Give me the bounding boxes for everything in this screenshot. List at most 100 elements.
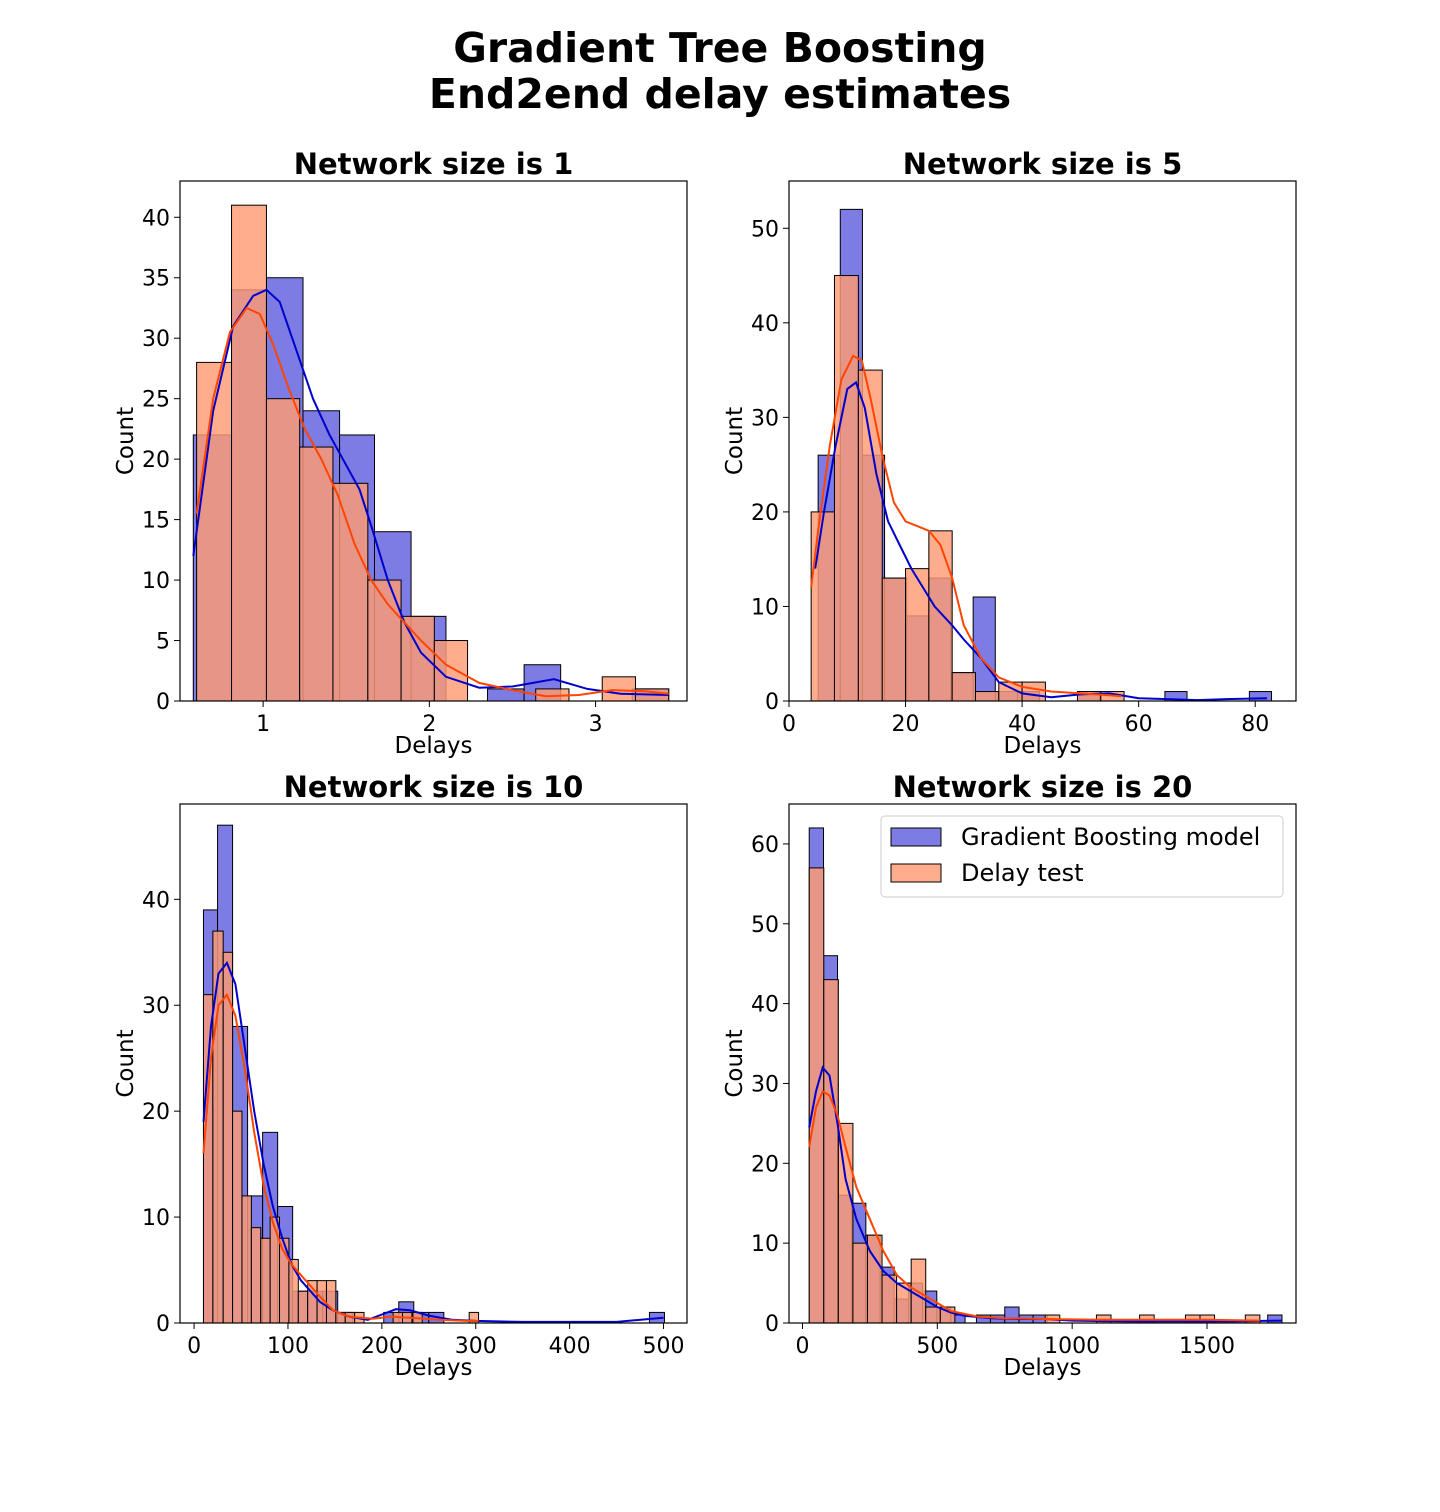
y-tick-label-5: 50 [751, 217, 779, 242]
axes-frame [788, 180, 1297, 702]
bar-test-6 [260, 1237, 271, 1324]
y-tick-label-0: 0 [156, 690, 170, 715]
y-tick-label-7: 35 [142, 267, 170, 292]
bar-test-4 [905, 568, 930, 702]
bar-test-5 [928, 530, 953, 702]
y-tick-label-1: 10 [142, 1206, 170, 1231]
x-axis-label: Delays [1004, 1355, 1082, 1381]
y-tick-label-1: 5 [156, 630, 170, 655]
x-tick-label-5: 500 [643, 1334, 685, 1359]
bar-test-3 [232, 1110, 243, 1324]
legend-box [880, 815, 1284, 898]
bar-test-13 [325, 1280, 337, 1324]
y-tick-label-4: 40 [751, 312, 779, 337]
x-tick-label-1: 20 [892, 712, 920, 737]
y-tick-label-6: 30 [142, 327, 170, 352]
y-tick-label-2: 20 [751, 501, 779, 526]
x-tick-label-3: 60 [1125, 712, 1153, 737]
x-tick-label-2: 1000 [1044, 1334, 1100, 1359]
bar-test-0 [202, 994, 214, 1324]
y-tick-label-2: 20 [751, 1152, 779, 1177]
y-tick-label-4: 40 [142, 888, 170, 913]
x-tick-label-1: 100 [267, 1334, 309, 1359]
bar-test-1 [833, 275, 859, 702]
y-tick-label-3: 30 [751, 406, 779, 431]
subplot-title: Network size is 5 [903, 147, 1183, 181]
bar-test-6 [896, 1282, 912, 1324]
figure-title-line-1: Gradient Tree Boosting [453, 24, 987, 72]
x-axis-label: Delays [395, 1355, 473, 1381]
bar-test-4 [332, 482, 369, 702]
x-tick-label-1: 2 [422, 712, 436, 737]
y-tick-label-8: 40 [142, 206, 170, 231]
axes-frame [179, 180, 688, 702]
y-tick-label-0: 0 [765, 1312, 779, 1337]
y-axis-label: Count [113, 407, 139, 475]
bar-test-3 [852, 1242, 868, 1324]
bar-test-9 [1021, 681, 1046, 702]
bar-test-1 [231, 204, 267, 702]
bar-test-6 [951, 672, 976, 702]
x-tick-label-0: 0 [782, 712, 796, 737]
bar-test-3 [881, 577, 907, 702]
bar-test-0 [810, 511, 835, 702]
bar-test-3 [299, 446, 334, 702]
bar-test-4 [241, 1195, 252, 1324]
y-tick-label-4: 20 [142, 448, 170, 473]
x-tick-label-2: 40 [1008, 712, 1036, 737]
bar-test-0 [196, 361, 233, 702]
kde-line-test [202, 992, 479, 1322]
legend-label-model: Gradient Boosting model [961, 823, 1260, 851]
y-axis-label: Count [113, 1029, 139, 1097]
x-tick-label-3: 1500 [1179, 1334, 1235, 1359]
bar-test-2 [857, 369, 883, 702]
x-tick-label-0: 0 [187, 1334, 201, 1359]
bar-test-2 [265, 398, 301, 702]
bar-test-10 [297, 1290, 309, 1324]
x-tick-label-0: 1 [256, 712, 270, 737]
y-tick-label-4: 40 [751, 993, 779, 1018]
y-tick-label-6: 60 [751, 833, 779, 858]
x-axis-label: Delays [1004, 733, 1082, 759]
legend-swatch-model [890, 827, 942, 847]
bar-test-2 [837, 1122, 854, 1324]
y-tick-label-2: 20 [142, 1100, 170, 1125]
kde-line-model [814, 380, 1267, 702]
y-tick-label-2: 10 [142, 569, 170, 594]
bar-test-1 [212, 930, 224, 1324]
x-tick-label-1: 500 [916, 1334, 958, 1359]
bar-test-7 [974, 691, 1000, 702]
bar-test-10 [601, 676, 636, 702]
x-tick-label-2: 200 [361, 1334, 403, 1359]
legend-label-test: Delay test [961, 859, 1084, 887]
bar-test-7 [269, 1216, 281, 1324]
bar-test-1 [823, 979, 839, 1324]
y-tick-label-3: 30 [142, 994, 170, 1019]
x-axis-label: Delays [395, 733, 473, 759]
bar-test-6 [400, 615, 435, 702]
bar-test-5 [881, 1274, 898, 1324]
y-tick-label-5: 25 [142, 388, 170, 413]
kde-line-model [192, 288, 669, 696]
legend: Gradient Boosting model Delay test [880, 815, 1284, 898]
kde-line-test [810, 354, 1122, 698]
y-tick-label-0: 0 [765, 690, 779, 715]
x-tick-label-4: 400 [549, 1334, 591, 1359]
y-tick-label-3: 15 [142, 509, 170, 534]
x-tick-label-2: 3 [589, 712, 603, 737]
y-axis-label: Count [722, 1029, 748, 1097]
legend-swatch-test [890, 863, 942, 883]
subplot-title: Network size is 10 [284, 770, 584, 804]
axes-frame [788, 803, 1297, 1324]
figure-title-line-2: End2end delay estimates [428, 70, 1012, 118]
subplot-3: 0 100 200 300 400 500 0 10 20 30 40 Delays Count Netw… [113, 770, 688, 1381]
y-tick-label-0: 0 [156, 1312, 170, 1337]
axes-frame [179, 803, 688, 1324]
bar-test-8 [925, 1306, 941, 1324]
kde-line-test [808, 1089, 1260, 1322]
x-tick-label-4: 80 [1241, 712, 1269, 737]
subplot-2: 0 20 40 60 80 0 10 20 30 40 50 Delays Count Network s… [722, 147, 1297, 759]
y-tick-label-5: 50 [751, 913, 779, 938]
